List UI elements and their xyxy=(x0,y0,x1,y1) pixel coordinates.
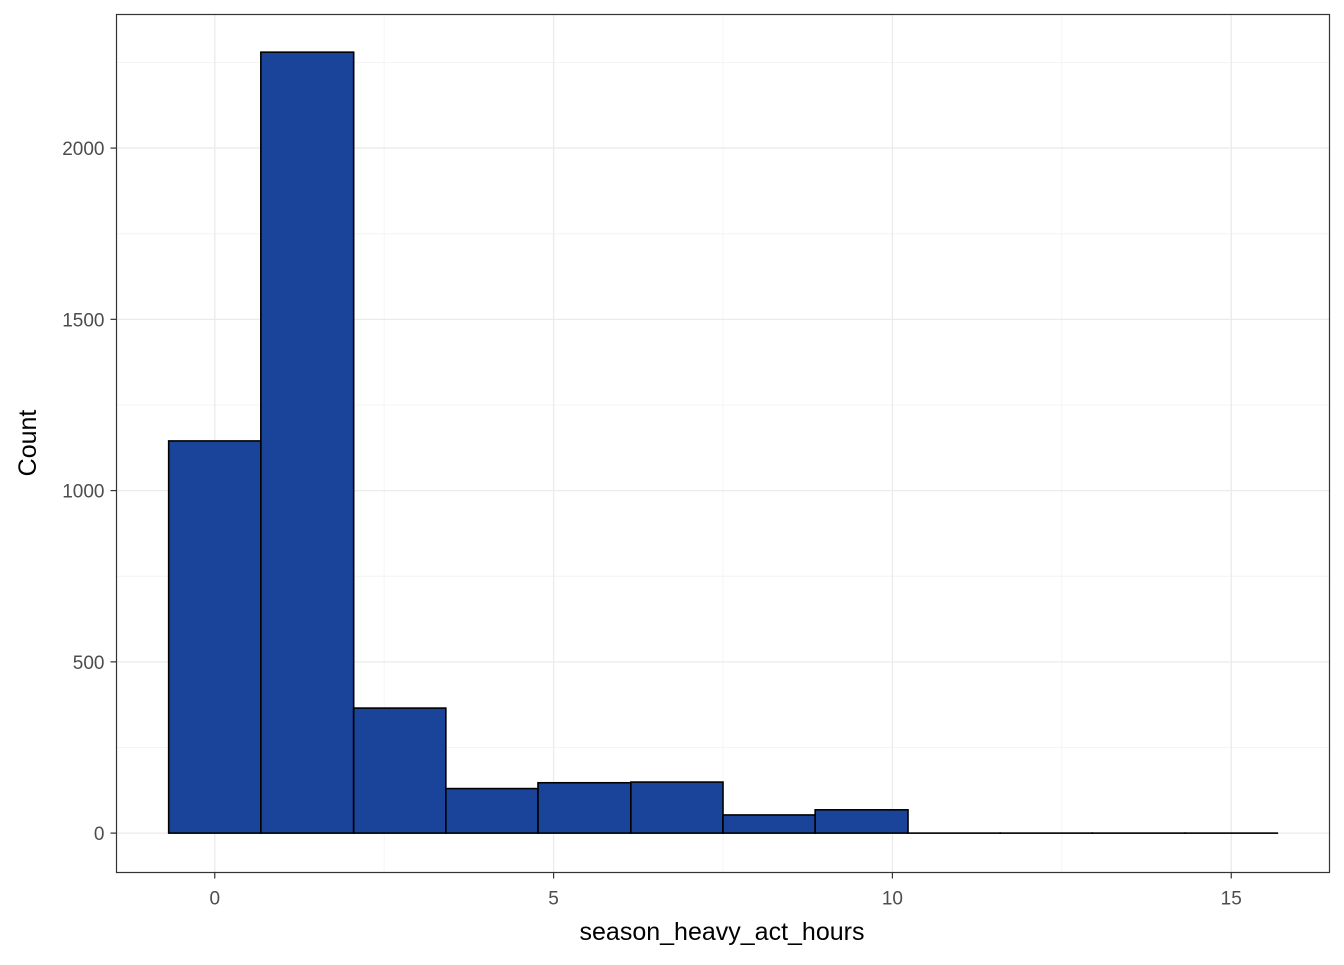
y-axis: 0 500 1000 1500 2000 xyxy=(62,139,116,845)
histogram-bar-1 xyxy=(261,52,354,833)
x-tick-label-2: 10 xyxy=(882,889,903,910)
histogram-bar-4 xyxy=(538,783,631,833)
histogram-bar-6 xyxy=(723,815,815,833)
y-tick-label-1: 500 xyxy=(73,653,105,674)
histogram-bar-5 xyxy=(631,782,723,833)
x-axis: 0 5 10 15 xyxy=(209,873,1241,910)
x-axis-title: season_heavy_act_hours xyxy=(580,918,865,946)
y-tick-label-2: 1000 xyxy=(62,482,104,503)
histogram-bar-0 xyxy=(169,441,261,833)
x-tick-label-0: 0 xyxy=(209,889,220,910)
histogram-bar-2 xyxy=(354,708,446,833)
y-axis-title: Count xyxy=(14,410,42,477)
y-tick-label-0: 0 xyxy=(94,824,105,845)
x-tick-label-1: 5 xyxy=(548,889,559,910)
y-tick-label-4: 2000 xyxy=(62,139,104,160)
histogram-bar-7 xyxy=(815,810,908,833)
histogram-bar-3 xyxy=(446,789,538,834)
x-tick-label-3: 15 xyxy=(1221,889,1242,910)
y-tick-label-3: 1500 xyxy=(62,310,104,331)
